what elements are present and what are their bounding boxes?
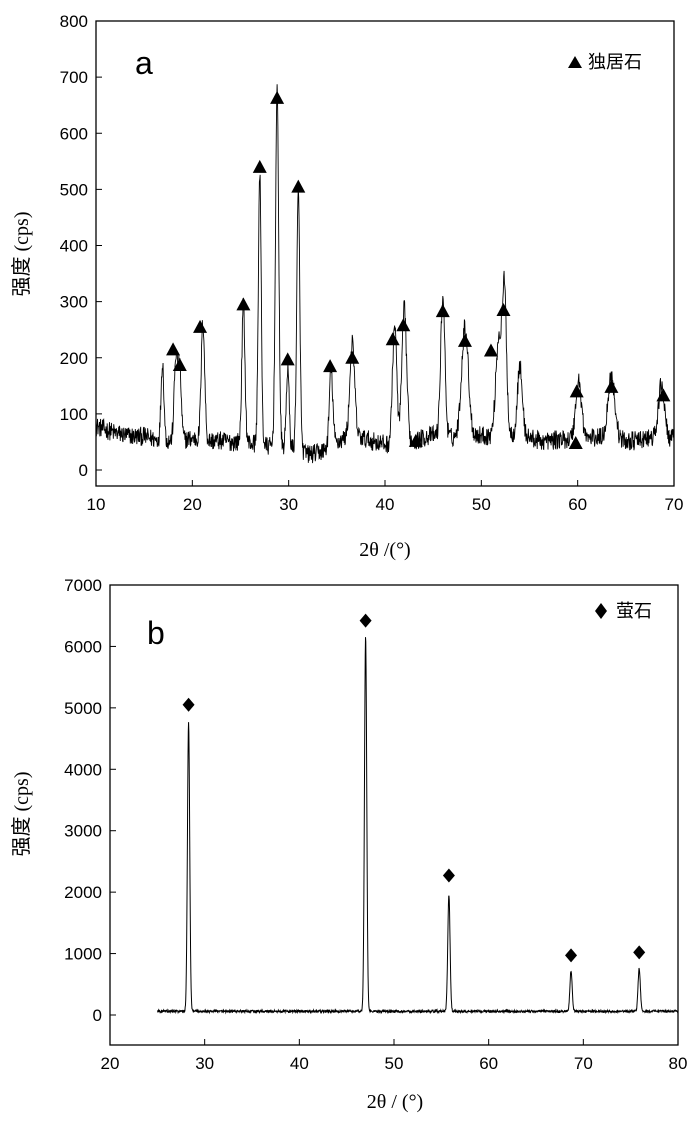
y-tick-label: 500 (60, 180, 88, 199)
x-tick-label: 20 (183, 495, 202, 514)
x-tick-label: 50 (385, 1054, 404, 1073)
monazite-peak-marker (569, 384, 584, 398)
monazite-peak-marker (252, 159, 267, 173)
x-tick-label: 30 (195, 1054, 214, 1073)
y-tick-label: 200 (60, 349, 88, 368)
y-tick-label: 2000 (64, 883, 102, 902)
monazite-peak-marker (280, 352, 295, 366)
monazite-peak-marker (408, 433, 423, 447)
x-tick-label: 50 (472, 495, 491, 514)
x-tick-label: 40 (290, 1054, 309, 1073)
x-tick-label: 20 (101, 1054, 120, 1073)
y-tick-label: 700 (60, 68, 88, 87)
fluorite-peak-marker (359, 613, 372, 628)
fluorite-peak-marker (565, 948, 578, 963)
y-tick-label: 3000 (64, 822, 102, 841)
panel-b-label: b (147, 615, 165, 651)
y-tick-label: 400 (60, 237, 88, 256)
panel-b-ylabel: 强度 (cps) (10, 772, 33, 857)
panel-a-series-line (95, 84, 675, 464)
panel-b-xlabel: 2θ / (°) (367, 1091, 423, 1113)
panel-b-chart: 0 1000 2000 3000 4000 5000 6000 7000 20 30 40 50 60… (10, 576, 687, 1113)
monazite-peak-marker (270, 90, 285, 104)
monazite-peak-marker (435, 304, 450, 318)
monazite-peak-marker (323, 359, 338, 373)
monazite-peak-marker (457, 333, 472, 347)
panel-a-legend-label: 独居石 (588, 52, 642, 73)
panel-a-legend-triangle-icon (568, 56, 582, 68)
monazite-peak-marker (483, 343, 498, 357)
y-tick-label: 600 (60, 124, 88, 143)
monazite-peak-marker (172, 358, 187, 372)
y-tick-label: 5000 (64, 699, 102, 718)
x-tick-label: 70 (574, 1054, 593, 1073)
monazite-peak-marker (236, 297, 251, 311)
panel-a-ylabel: 强度 (cps) (10, 212, 33, 297)
fluorite-peak-marker (633, 945, 646, 960)
monazite-peak-marker (193, 319, 208, 333)
y-tick-label: 100 (60, 405, 88, 424)
x-tick-label: 30 (279, 495, 298, 514)
fluorite-peak-marker (442, 868, 455, 883)
panel-b-series-line (156, 637, 679, 1015)
y-tick-label: 6000 (64, 637, 102, 656)
y-tick-label: 1000 (64, 945, 102, 964)
x-tick-label: 80 (669, 1054, 688, 1073)
x-tick-label: 40 (376, 495, 395, 514)
monazite-peak-marker (496, 303, 511, 317)
y-tick-label: 0 (79, 461, 88, 480)
monazite-peak-marker (604, 379, 619, 393)
monazite-peak-marker (385, 332, 400, 346)
monazite-peak-marker (166, 342, 181, 356)
panel-a-chart: 0 100 200 300 400 500 600 700 800 10 20 30 40 50 60 70… (10, 12, 683, 561)
monazite-peak-marker (396, 318, 411, 332)
y-tick-label: 0 (93, 1006, 102, 1025)
panel-a-label: a (135, 45, 153, 81)
monazite-peak-marker (568, 436, 583, 450)
monazite-peak-marker (656, 388, 671, 402)
x-tick-label: 60 (568, 495, 587, 514)
panel-b-frame (109, 584, 679, 1046)
y-tick-label: 4000 (64, 760, 102, 779)
panel-a-xlabel: 2θ /(°) (359, 539, 410, 561)
monazite-peak-marker (345, 350, 360, 364)
x-tick-label: 10 (87, 495, 106, 514)
panel-b-legend-label: 萤石 (616, 601, 652, 622)
y-tick-label: 7000 (64, 576, 102, 595)
y-tick-label: 800 (60, 12, 88, 31)
monazite-peak-marker (291, 179, 306, 193)
fluorite-peak-marker (182, 697, 195, 712)
x-tick-label: 70 (665, 495, 684, 514)
x-tick-label: 60 (479, 1054, 498, 1073)
panel-b-legend-diamond-icon (595, 603, 607, 619)
y-tick-label: 300 (60, 293, 88, 312)
